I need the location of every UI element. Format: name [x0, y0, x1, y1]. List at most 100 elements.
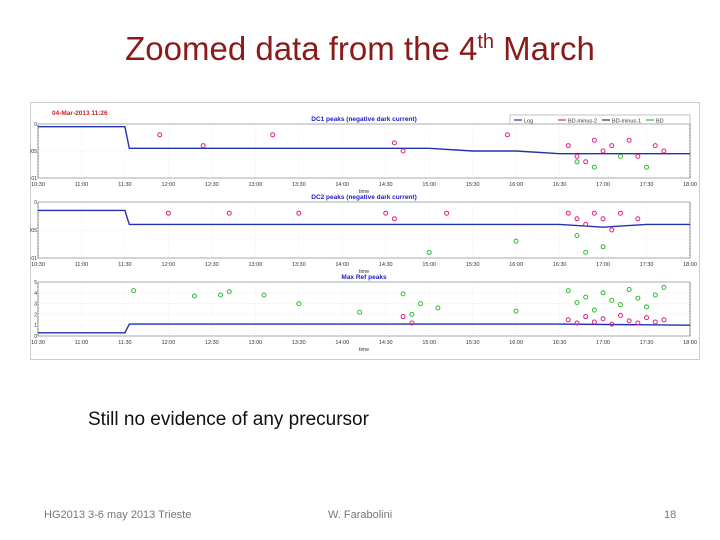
y-tick-label: -0.01	[30, 256, 37, 262]
data-point	[635, 216, 641, 222]
x-tick-label: 12:00	[162, 182, 176, 188]
data-point	[591, 164, 597, 170]
data-point	[226, 210, 232, 216]
x-tick-label: 13:00	[248, 182, 262, 188]
data-point	[226, 289, 232, 295]
x-tick-label: 17:30	[640, 182, 654, 188]
x-tick-label: 14:30	[379, 182, 393, 188]
data-point	[165, 210, 171, 216]
x-tick-label: 13:00	[248, 262, 262, 268]
x-tick-label: 12:00	[162, 262, 176, 268]
data-point	[409, 311, 415, 317]
legend-label: BD-minus-1	[612, 119, 641, 125]
data-point	[426, 249, 432, 255]
x-tick-label: 17:30	[640, 340, 654, 346]
y-tick-label: 1	[34, 323, 37, 329]
data-point	[609, 321, 615, 327]
data-point	[583, 159, 589, 165]
series-line	[38, 209, 690, 228]
data-point	[617, 153, 623, 159]
data-point	[644, 304, 650, 310]
x-tick-label: 15:30	[466, 340, 480, 346]
y-tick-label: 2	[34, 312, 37, 318]
x-tick-label: 18:00	[683, 182, 697, 188]
series-line	[38, 323, 691, 334]
data-point	[296, 301, 302, 307]
y-tick-label: 0	[34, 200, 37, 206]
chart-figure: 04-Mar-2013 11:26 Log BD-minus-2 BD-minus-1…	[30, 102, 700, 360]
x-tick-label: 11:00	[75, 182, 88, 188]
y-tick-label: 3	[34, 302, 37, 308]
data-point	[574, 300, 580, 306]
data-point	[583, 314, 589, 320]
data-point	[600, 216, 606, 222]
x-tick-label: 15:00	[422, 340, 436, 346]
data-point	[191, 293, 197, 299]
data-point	[565, 210, 571, 216]
data-point	[513, 308, 519, 314]
x-tick-label: 11:00	[75, 340, 88, 346]
x-tick-label: 14:30	[379, 262, 393, 268]
data-point	[609, 297, 615, 303]
data-point	[600, 244, 606, 250]
x-tick-label: 15:00	[422, 182, 436, 188]
data-point	[591, 307, 597, 313]
legend-label: Log	[524, 119, 533, 125]
x-tick-label: 16:00	[509, 262, 523, 268]
data-point	[218, 292, 224, 298]
data-point	[565, 143, 571, 149]
data-point	[591, 137, 597, 143]
data-point	[609, 227, 615, 233]
y-tick-label: -0.005	[30, 228, 37, 234]
x-axis-label: time	[359, 347, 369, 353]
data-point	[574, 320, 580, 326]
data-point	[609, 143, 615, 149]
data-point	[565, 288, 571, 294]
data-point	[583, 294, 589, 300]
data-point	[200, 143, 206, 149]
data-point	[600, 148, 606, 154]
data-point	[652, 292, 658, 298]
data-point	[565, 317, 571, 323]
y-tick-label: 5	[34, 280, 37, 286]
title-superscript: th	[477, 31, 495, 53]
footer-event: HG2013 3-6 may 2013 Trieste	[44, 509, 192, 521]
caption: Still no evidence of any precursor	[88, 409, 369, 430]
data-point	[400, 314, 406, 320]
data-point	[400, 291, 406, 297]
x-tick-label: 16:30	[553, 262, 567, 268]
data-point	[583, 221, 589, 227]
chart-canvas: 04-Mar-2013 11:26 Log BD-minus-2 BD-minus-1…	[30, 102, 700, 360]
data-point	[626, 318, 632, 324]
x-tick-label: 12:30	[205, 182, 219, 188]
x-tick-label: 14:00	[335, 340, 349, 346]
data-point	[513, 238, 519, 244]
data-point	[635, 320, 641, 326]
data-point	[644, 164, 650, 170]
x-tick-label: 17:00	[596, 262, 610, 268]
data-point	[357, 309, 363, 315]
x-tick-label: 18:00	[683, 340, 697, 346]
x-tick-label: 14:00	[335, 262, 349, 268]
data-point	[635, 295, 641, 301]
chart-timestamp: 04-Mar-2013 11:26	[52, 110, 108, 117]
data-point	[617, 210, 623, 216]
x-tick-label: 15:00	[422, 262, 436, 268]
data-point	[270, 132, 276, 138]
data-point	[617, 302, 623, 308]
x-tick-label: 12:30	[205, 340, 219, 346]
x-tick-label: 17:00	[596, 340, 610, 346]
data-point	[661, 148, 667, 154]
data-point	[418, 301, 424, 307]
data-point	[635, 153, 641, 159]
series-line	[38, 126, 690, 155]
data-point	[157, 132, 163, 138]
x-tick-label: 16:30	[553, 182, 567, 188]
data-point	[600, 316, 606, 322]
y-tick-label: -0.01	[30, 176, 37, 182]
x-tick-label: 16:30	[553, 340, 567, 346]
data-point	[131, 288, 137, 294]
title-end: March	[494, 30, 595, 67]
title-main: Zoomed data from the 4	[125, 30, 478, 67]
data-point	[574, 216, 580, 222]
